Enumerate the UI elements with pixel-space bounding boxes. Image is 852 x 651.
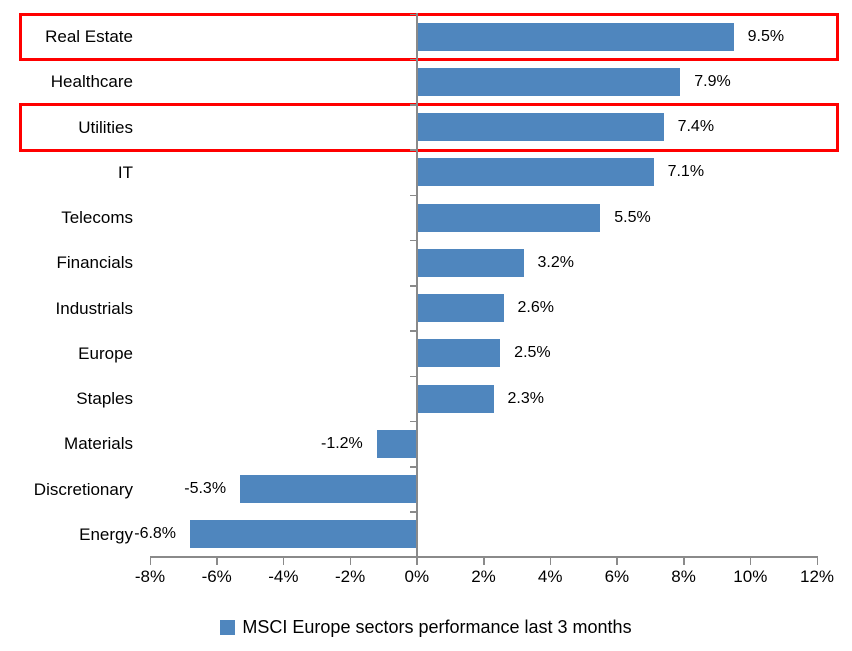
bar [240,475,417,504]
value-label: 7.4% [677,118,715,136]
value-label: -5.3% [184,480,227,498]
bar [416,158,654,187]
x-tick [416,558,418,565]
value-label: -6.8% [134,525,177,543]
value-label: 7.9% [694,72,731,90]
bar [190,520,417,549]
legend-series-swatch-icon [220,619,236,635]
highlight-box-real-estate [19,12,839,62]
value-label: 2.3% [507,389,544,407]
x-tick [549,558,552,565]
x-tick [349,558,352,565]
bar [416,339,501,368]
value-label: 7.1% [667,163,705,181]
x-tick-label: 0% [404,567,430,586]
category-tick [409,285,417,287]
x-tick [216,558,218,565]
legend: MSCI Europe sectors performance last 3 m… [0,612,852,642]
x-tick [483,558,485,565]
value-label: -1.2% [320,434,363,452]
x-tick-label: -4% [268,567,299,586]
highlight-box-utilities [19,103,839,152]
x-tick-label: 10% [733,567,768,586]
value-label: 5.5% [614,208,651,226]
bar [416,248,524,277]
bar [416,113,664,142]
category-label: Discretionary [33,479,133,499]
x-tick-label: -6% [201,567,232,586]
category-label: Industrials [55,298,133,318]
category-tick [409,511,417,513]
category-label: Real Estate [45,27,133,46]
x-tick-label: 2% [471,567,496,586]
category-tick [409,194,417,196]
value-label: 2.5% [514,344,551,362]
bar [416,67,681,96]
category-label: Telecoms [61,208,133,227]
x-tick [149,558,151,565]
x-tick-label: 4% [537,567,563,586]
y-axis-line [415,13,418,558]
x-tick-label: 6% [604,567,630,586]
x-tick [616,558,618,565]
category-tick [409,466,417,468]
category-tick [409,58,417,61]
x-tick [683,558,685,565]
x-tick-label: 8% [671,567,696,586]
category-label: Europe [78,343,133,363]
bar [416,203,601,232]
bar [376,429,417,458]
value-label: 9.5% [747,27,785,45]
legend-label: MSCI Europe sectors performance last 3 m… [242,616,632,637]
x-tick-label: 12% [799,567,835,586]
category-label: Staples [76,389,133,408]
category-tick [409,330,417,332]
category-tick [409,104,417,106]
category-tick [409,420,417,423]
value-label: 2.6% [517,299,554,317]
category-tick [409,13,417,15]
category-label: Healthcare [50,72,133,92]
category-label: Materials [64,434,133,454]
category-label: Utilities [78,117,133,137]
category-label: Energy [79,524,133,544]
x-tick-label: -8% [134,567,166,586]
bar [416,22,734,51]
category-tick [409,239,417,242]
x-axis-line [150,556,818,558]
x-tick [282,558,285,565]
category-tick [409,375,417,377]
x-tick [816,558,818,565]
category-label: Financials [56,253,133,273]
category-label: IT [117,162,133,182]
bar [416,384,494,413]
x-tick [749,558,752,565]
x-tick-label: -2% [334,567,366,586]
category-tick [409,149,417,151]
bar [416,294,504,323]
value-label: 3.2% [537,253,574,271]
